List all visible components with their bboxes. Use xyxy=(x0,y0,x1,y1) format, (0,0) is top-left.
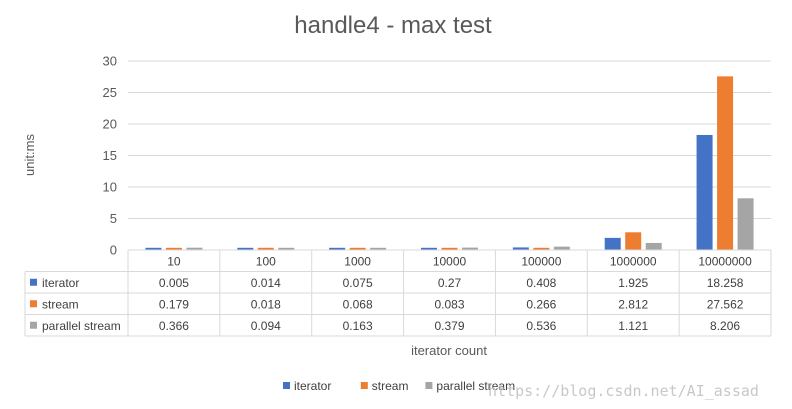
bar-stream xyxy=(441,247,458,250)
category-label: 10 xyxy=(167,254,181,268)
bar-parallel-stream xyxy=(645,242,662,250)
bar-iterator xyxy=(329,247,346,250)
data-label: 0.083 xyxy=(434,297,464,311)
data-label: 0.005 xyxy=(159,276,189,290)
data-label: 0.014 xyxy=(251,276,281,290)
bar-parallel-stream xyxy=(737,198,754,250)
bar-stream xyxy=(257,247,274,250)
y-tick-label: 20 xyxy=(103,117,117,132)
data-label: 0.179 xyxy=(159,297,189,311)
category-label: 10000000 xyxy=(698,254,752,268)
chart-title: handle4 - max test xyxy=(294,12,492,39)
gridlines xyxy=(128,60,771,251)
data-label: 18.258 xyxy=(707,276,744,290)
y-tick-label: 25 xyxy=(103,85,117,100)
data-label: 1.925 xyxy=(618,276,648,290)
data-label: 0.366 xyxy=(159,319,189,333)
data-label: 0.266 xyxy=(526,297,556,311)
bar-iterator xyxy=(512,247,529,250)
bar-iterator xyxy=(237,247,254,250)
category-label: 1000 xyxy=(344,254,371,268)
legend-swatch-iterator xyxy=(283,382,290,389)
y-tick-label: 0 xyxy=(110,243,117,258)
bar-parallel-stream xyxy=(278,247,295,250)
data-label: 0.018 xyxy=(251,297,281,311)
data-label: 0.075 xyxy=(343,276,373,290)
bar-parallel-stream xyxy=(462,247,478,250)
legend-key-stream xyxy=(30,300,37,308)
data-label: 1.121 xyxy=(618,319,648,333)
y-tick-label: 30 xyxy=(103,54,117,69)
series-label: stream xyxy=(42,297,79,311)
bar-parallel-stream xyxy=(186,247,203,250)
category-label: 10000 xyxy=(433,254,467,268)
series-label: iterator xyxy=(42,276,79,290)
data-label: 0.068 xyxy=(343,297,373,311)
y-tick-label: 5 xyxy=(110,211,117,226)
series-label: parallel stream xyxy=(42,319,121,333)
watermark-text: https://blog.csdn.net/AI_assad xyxy=(488,382,759,400)
legend-key-parallel-stream xyxy=(30,321,37,329)
legend-swatch-stream xyxy=(360,382,368,389)
data-label: 8.206 xyxy=(710,319,740,333)
data-label: 0.379 xyxy=(434,319,464,333)
data-label: 0.094 xyxy=(251,319,281,333)
data-label: 0.27 xyxy=(438,276,462,290)
legend: iterator stream parallel stream xyxy=(283,379,515,393)
bar-stream xyxy=(717,76,734,250)
data-label: 27.562 xyxy=(707,297,744,311)
data-table: 10 100 1000 10000 100000 1000000 10000000 itera… xyxy=(24,249,772,337)
y-axis-label: unit:ms xyxy=(22,134,37,176)
data-label: 0.163 xyxy=(343,319,373,333)
legend-label: parallel stream xyxy=(436,379,515,393)
legend-key-iterator xyxy=(30,278,37,286)
data-label: 2.812 xyxy=(618,297,648,311)
bar-stream xyxy=(165,247,182,250)
bar-iterator xyxy=(421,247,437,250)
y-tick-label: 15 xyxy=(103,148,117,163)
data-label: 0.408 xyxy=(526,276,556,290)
category-label: 1000000 xyxy=(610,254,657,268)
legend-label: iterator xyxy=(294,379,331,393)
legend-label: stream xyxy=(372,379,409,393)
bars xyxy=(145,76,754,250)
bar-stream xyxy=(533,247,550,250)
bar-iterator xyxy=(145,247,162,250)
legend-swatch-parallel-stream xyxy=(425,382,433,389)
bar-parallel-stream xyxy=(553,246,570,250)
data-label: 0.536 xyxy=(526,319,556,333)
x-axis-label: iterator count xyxy=(411,343,487,358)
bar-stream xyxy=(625,232,642,250)
category-label: 100000 xyxy=(521,254,561,268)
bar-parallel-stream xyxy=(370,247,387,250)
bar-iterator xyxy=(696,134,713,250)
y-axis: 0 5 10 15 20 25 30 xyxy=(103,54,117,258)
category-label: 100 xyxy=(256,254,276,268)
y-tick-label: 10 xyxy=(103,180,117,195)
bar-stream xyxy=(349,247,366,250)
bar-iterator xyxy=(604,237,621,250)
